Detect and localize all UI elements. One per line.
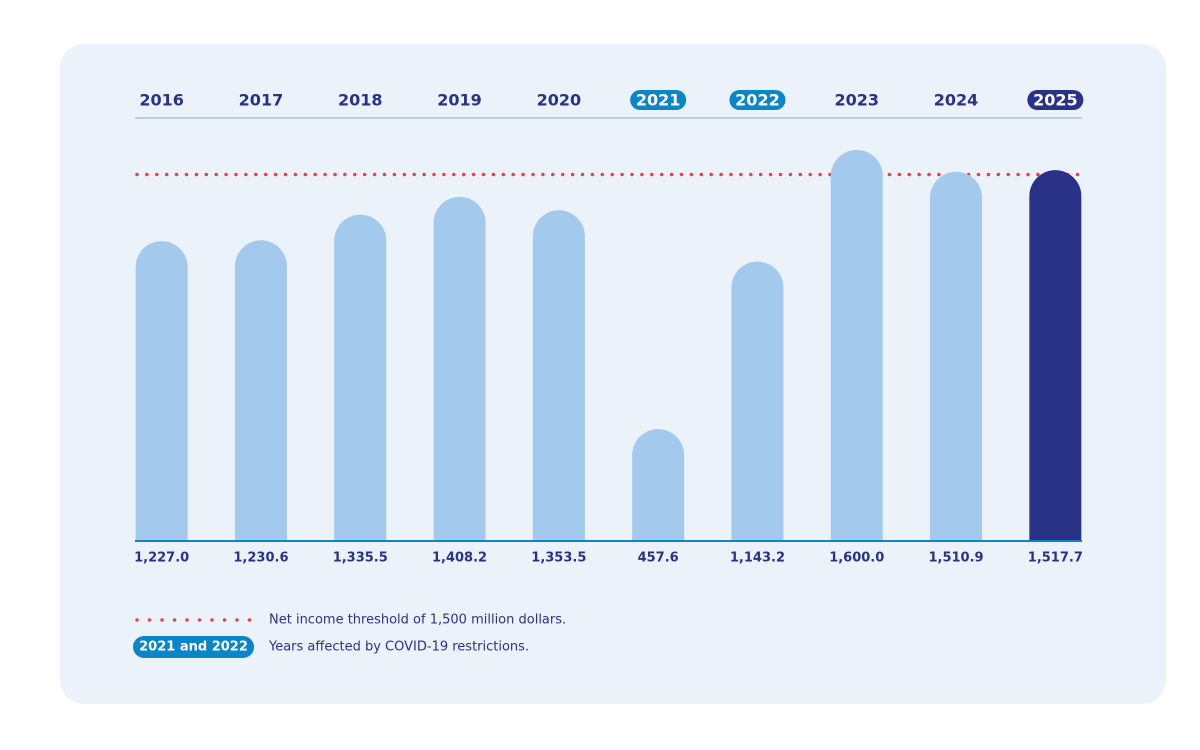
value-label: 1,408.2	[432, 551, 487, 566]
bar	[632, 429, 685, 541]
legend-threshold-label: Net income threshold of 1,500 million do…	[269, 613, 566, 628]
bar	[1029, 170, 1082, 541]
value-label: 1,227.0	[134, 551, 189, 566]
bar	[334, 214, 387, 541]
x-tick-label: 2016	[139, 91, 184, 110]
value-label: 457.6	[638, 551, 679, 566]
bar	[234, 240, 287, 542]
category-pill	[630, 90, 687, 110]
value-label: 1,335.5	[333, 551, 388, 566]
bar	[731, 261, 784, 541]
x-tick-label: 2022	[735, 91, 780, 110]
category-pill	[1027, 90, 1084, 110]
bar	[830, 150, 883, 541]
x-tick-label: 2018	[338, 91, 383, 110]
x-tick-label: 2020	[537, 91, 582, 110]
legend-covid-label: 2021 and 2022	[139, 640, 248, 655]
x-tick-label: 2017	[239, 91, 284, 110]
category-pill	[729, 90, 786, 110]
x-tick-label: 2021	[636, 91, 681, 110]
legend-covid-pill	[133, 636, 254, 658]
legend-covid-description: Years affected by COVID-19 restrictions.	[268, 640, 529, 655]
bar	[532, 210, 585, 541]
value-label: 1,517.7	[1028, 551, 1083, 566]
value-label: 1,230.6	[233, 551, 288, 566]
bar	[135, 241, 188, 541]
x-tick-label: 2025	[1033, 91, 1078, 110]
value-label: 1,143.2	[730, 551, 785, 566]
bar	[433, 196, 486, 541]
value-label: 1,600.0	[829, 551, 884, 566]
x-tick-label: 2019	[437, 91, 482, 110]
x-tick-label: 2023	[834, 91, 879, 110]
value-label: 1,510.9	[928, 551, 983, 566]
card	[60, 44, 1166, 704]
value-label: 1,353.5	[531, 551, 586, 566]
bar	[930, 171, 983, 541]
x-tick-label: 2024	[934, 91, 979, 110]
